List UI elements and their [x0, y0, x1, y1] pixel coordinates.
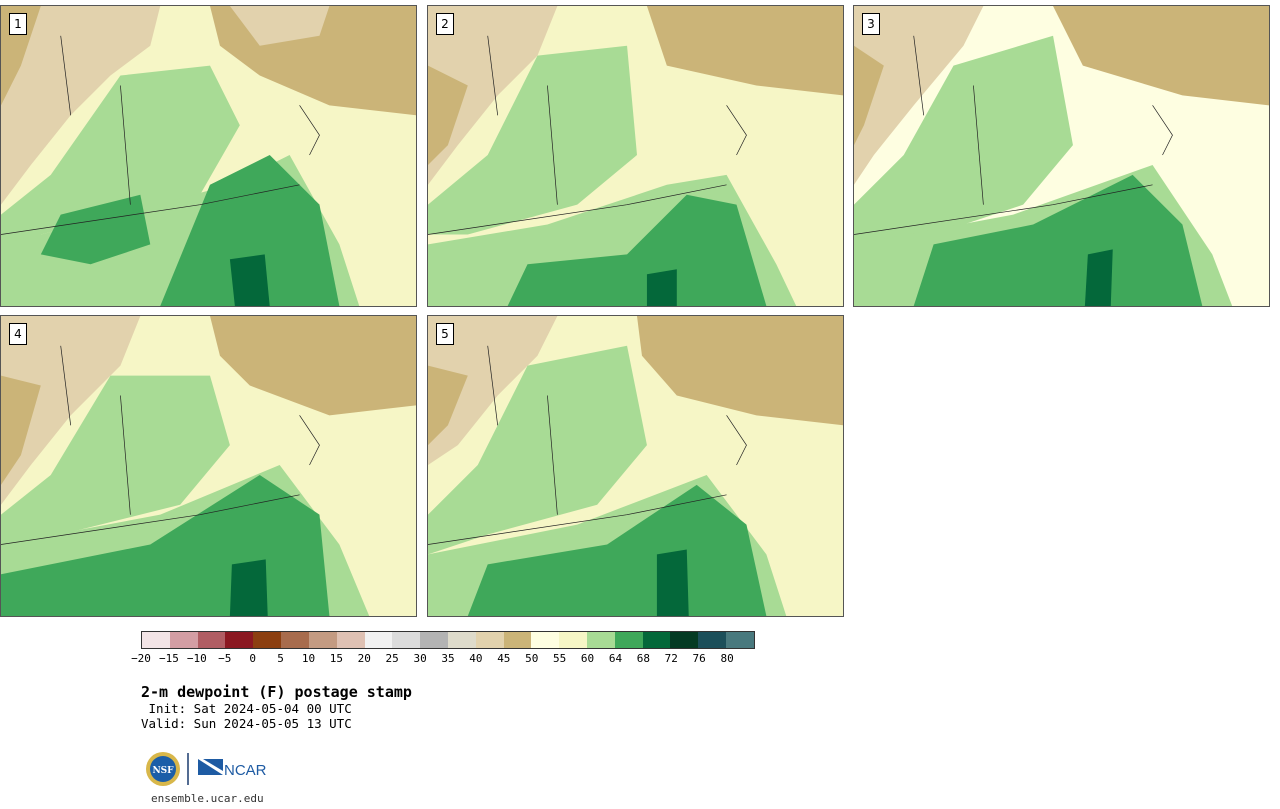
- logos: NSF NCAR: [146, 752, 267, 786]
- colorbar-tick-label: −5: [218, 652, 232, 665]
- colorbar-swatch-17: [614, 632, 643, 648]
- dewpoint-map: [854, 6, 1269, 306]
- ncar-logo-icon: NCAR: [198, 759, 267, 779]
- colorbar: [141, 631, 755, 649]
- colorbar-tick-label: 50: [525, 652, 539, 665]
- colorbar-swatch-20: [698, 632, 727, 648]
- colorbar-swatch-0: [142, 632, 170, 648]
- map-panel-5: 5: [427, 315, 844, 617]
- colorbar-tick-label: 60: [580, 652, 595, 665]
- svg-text:NSF: NSF: [152, 766, 174, 776]
- colorbar-tick-label: 25: [385, 652, 399, 665]
- colorbar-tick-label: −20: [131, 652, 151, 665]
- colorbar-swatch-16: [587, 632, 615, 648]
- panel-number: 2: [436, 13, 454, 35]
- colorbar-swatch-13: [503, 632, 532, 648]
- colorbar-tick-label: 15: [329, 652, 343, 665]
- colorbar-tick-label: 64: [608, 652, 623, 665]
- colorbar-tick-label: 80: [720, 652, 734, 665]
- panel-number: 5: [436, 323, 454, 345]
- colorbar-swatch-5: [281, 632, 309, 648]
- colorbar-tick-label: 55: [553, 652, 567, 665]
- colorbar-swatch-10: [420, 632, 448, 648]
- colorbar-tick-label: 5: [277, 652, 284, 665]
- panel-number: 1: [9, 13, 27, 35]
- colorbar-swatch-4: [253, 632, 282, 648]
- colorbar-tick-label: 30: [413, 652, 427, 665]
- colorbar-swatch-21: [726, 632, 754, 648]
- colorbar-swatch-11: [447, 632, 476, 648]
- valid-time: Valid: Sun 2024-05-05 13 UTC: [141, 716, 352, 731]
- dewpoint-map: [1, 6, 416, 306]
- colorbar-tick-label: 68: [636, 652, 650, 665]
- panel-number: 3: [862, 13, 880, 35]
- colorbar-tick-label: 35: [441, 652, 455, 665]
- colorbar-swatch-12: [475, 632, 504, 648]
- dewpoint-map: [428, 6, 843, 306]
- panel-number: 4: [9, 323, 27, 345]
- map-panel-1: 1: [0, 5, 417, 307]
- colorbar-swatch-18: [642, 632, 671, 648]
- colorbar-swatch-1: [169, 632, 198, 648]
- map-panel-2: 2: [427, 5, 844, 307]
- colorbar-tick-label: 76: [692, 652, 706, 665]
- colorbar-ticks: −20 −15 −10 −5 0 5 10 15 20 25 30 35 40 45 50 55 60 64 68 7…: [131, 652, 755, 666]
- colorbar-swatch-6: [308, 632, 337, 648]
- colorbar-tick-label: 20: [357, 652, 371, 665]
- colorbar-tick-label: 45: [497, 652, 511, 665]
- colorbar-swatch-14: [531, 632, 560, 648]
- colorbar-tick-label: 40: [469, 652, 483, 665]
- init-time: Init: Sat 2024-05-04 00 UTC: [141, 701, 352, 716]
- colorbar-tick-label: −15: [158, 652, 179, 665]
- nsf-logo-icon: NSF: [146, 752, 180, 786]
- colorbar-tick-label: 72: [664, 652, 678, 665]
- map-panel-3: 3: [853, 5, 1270, 307]
- website-link[interactable]: ensemble.ucar.edu: [151, 792, 264, 805]
- svg-text:NCAR: NCAR: [224, 762, 267, 779]
- colorbar-tick-label: 10: [301, 652, 316, 665]
- product-title: 2-m dewpoint (F) postage stamp: [141, 683, 412, 701]
- colorbar-swatch-3: [225, 632, 254, 648]
- colorbar-swatch-15: [559, 632, 587, 648]
- colorbar-tick-label: 0: [249, 652, 256, 665]
- dewpoint-map: [1, 316, 416, 616]
- colorbar-swatch-9: [392, 632, 421, 648]
- dewpoint-map: [428, 316, 843, 616]
- colorbar-tick-label: −10: [186, 652, 207, 665]
- map-panel-4: 4: [0, 315, 417, 617]
- colorbar-swatch-8: [364, 632, 393, 648]
- colorbar-swatch-19: [670, 632, 699, 648]
- colorbar-swatch-2: [197, 632, 226, 648]
- colorbar-swatch-7: [336, 632, 365, 648]
